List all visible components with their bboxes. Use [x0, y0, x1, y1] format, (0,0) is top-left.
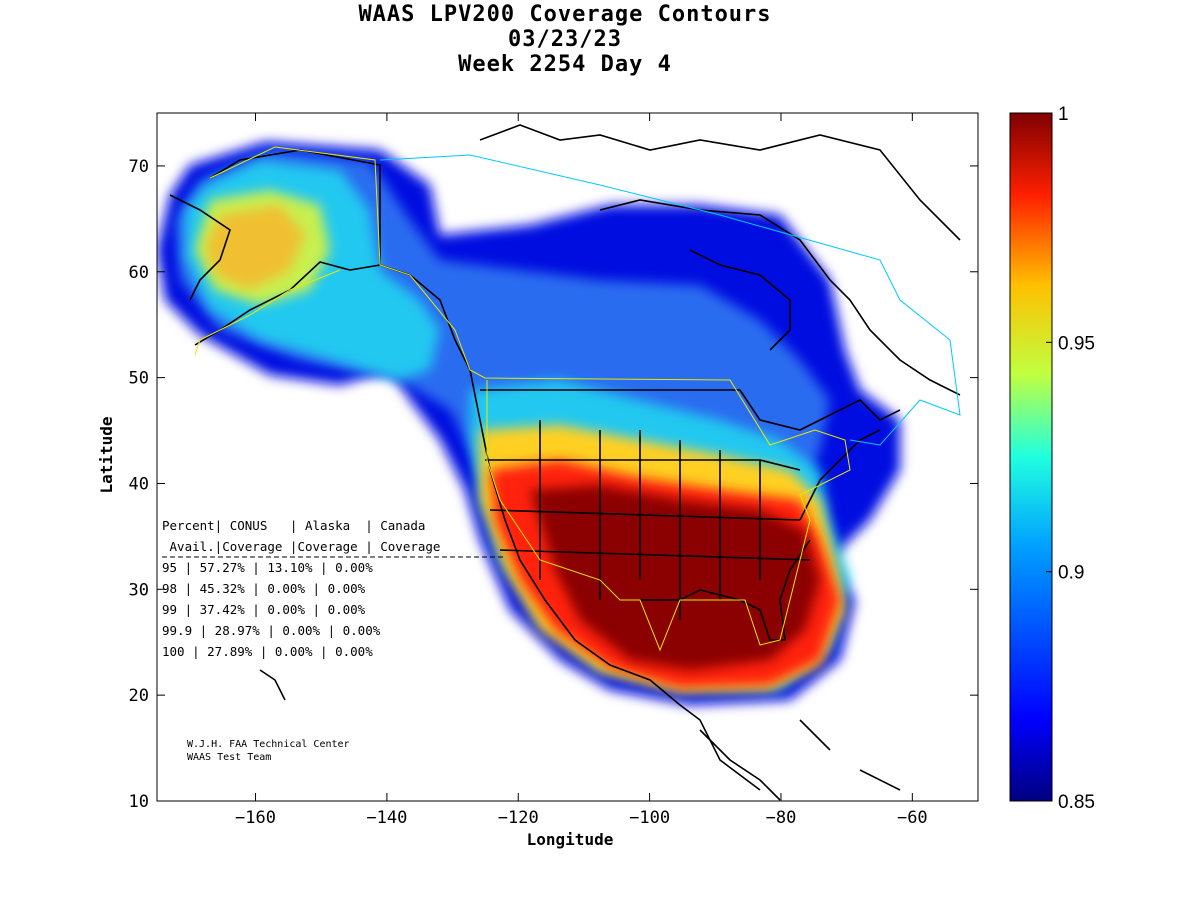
chart-title: WAAS LPV200 Coverage Contours	[358, 2, 772, 27]
colorbar-tick-label: 1	[1058, 104, 1069, 125]
x-tick-label: −60	[897, 808, 928, 828]
coverage-stats-table: Percent| CONUS | Alaska | Canada Avail.|…	[162, 518, 505, 659]
y-tick-label: 50	[129, 369, 149, 389]
credit-line-1: W.J.H. FAA Technical Center	[187, 739, 350, 750]
chart-week: Week 2254 Day 4	[458, 52, 672, 77]
y-tick-label: 70	[129, 157, 149, 177]
credit-line-2: WAAS Test Team	[187, 752, 271, 763]
colorbar-tick-label: 0.95	[1058, 333, 1095, 354]
y-tick-label: 20	[129, 686, 149, 706]
stats-row: 99.9 | 28.97% | 0.00% | 0.00%	[162, 623, 381, 638]
plot-frame	[156, 112, 979, 802]
colorbar-tick-label: 0.85	[1058, 792, 1095, 813]
x-tick-label: −160	[235, 808, 276, 828]
colorbar-ticks: 1 0.95 0.9 0.85	[1046, 104, 1095, 813]
stats-row: 95 | 57.27% | 13.10% | 0.00%	[162, 560, 373, 575]
stats-header-2: Avail.|Coverage |Coverage | Coverage	[162, 539, 440, 554]
y-tick-label: 30	[129, 580, 149, 600]
y-axis: 10 20 30 40 50 60 70	[129, 157, 978, 812]
y-tick-label: 40	[129, 474, 149, 494]
y-tick-label: 60	[129, 263, 149, 283]
x-tick-label: −80	[766, 808, 797, 828]
coverage-contours	[157, 142, 900, 705]
stats-header-1: Percent| CONUS | Alaska | Canada	[162, 518, 425, 533]
stats-row: 98 | 45.32% | 0.00% | 0.00%	[162, 581, 366, 596]
stats-row: 100 | 27.89% | 0.00% | 0.00%	[162, 644, 373, 659]
x-tick-label: −140	[366, 808, 407, 828]
x-tick-label: −100	[629, 808, 670, 828]
x-axis-label: Longitude	[527, 830, 614, 849]
y-tick-label: 10	[129, 792, 149, 812]
colorbar	[1009, 112, 1053, 802]
chart-date: 03/23/23	[508, 27, 622, 52]
x-tick-label: −120	[498, 808, 539, 828]
colorbar-tick-label: 0.9	[1058, 563, 1084, 584]
stats-row: 99 | 37.42% | 0.00% | 0.00%	[162, 602, 366, 617]
x-axis: −160 −140 −120 −100 −80 −60	[235, 113, 928, 828]
y-axis-label: Latitude	[97, 416, 116, 493]
service-boundaries	[194, 146, 961, 652]
